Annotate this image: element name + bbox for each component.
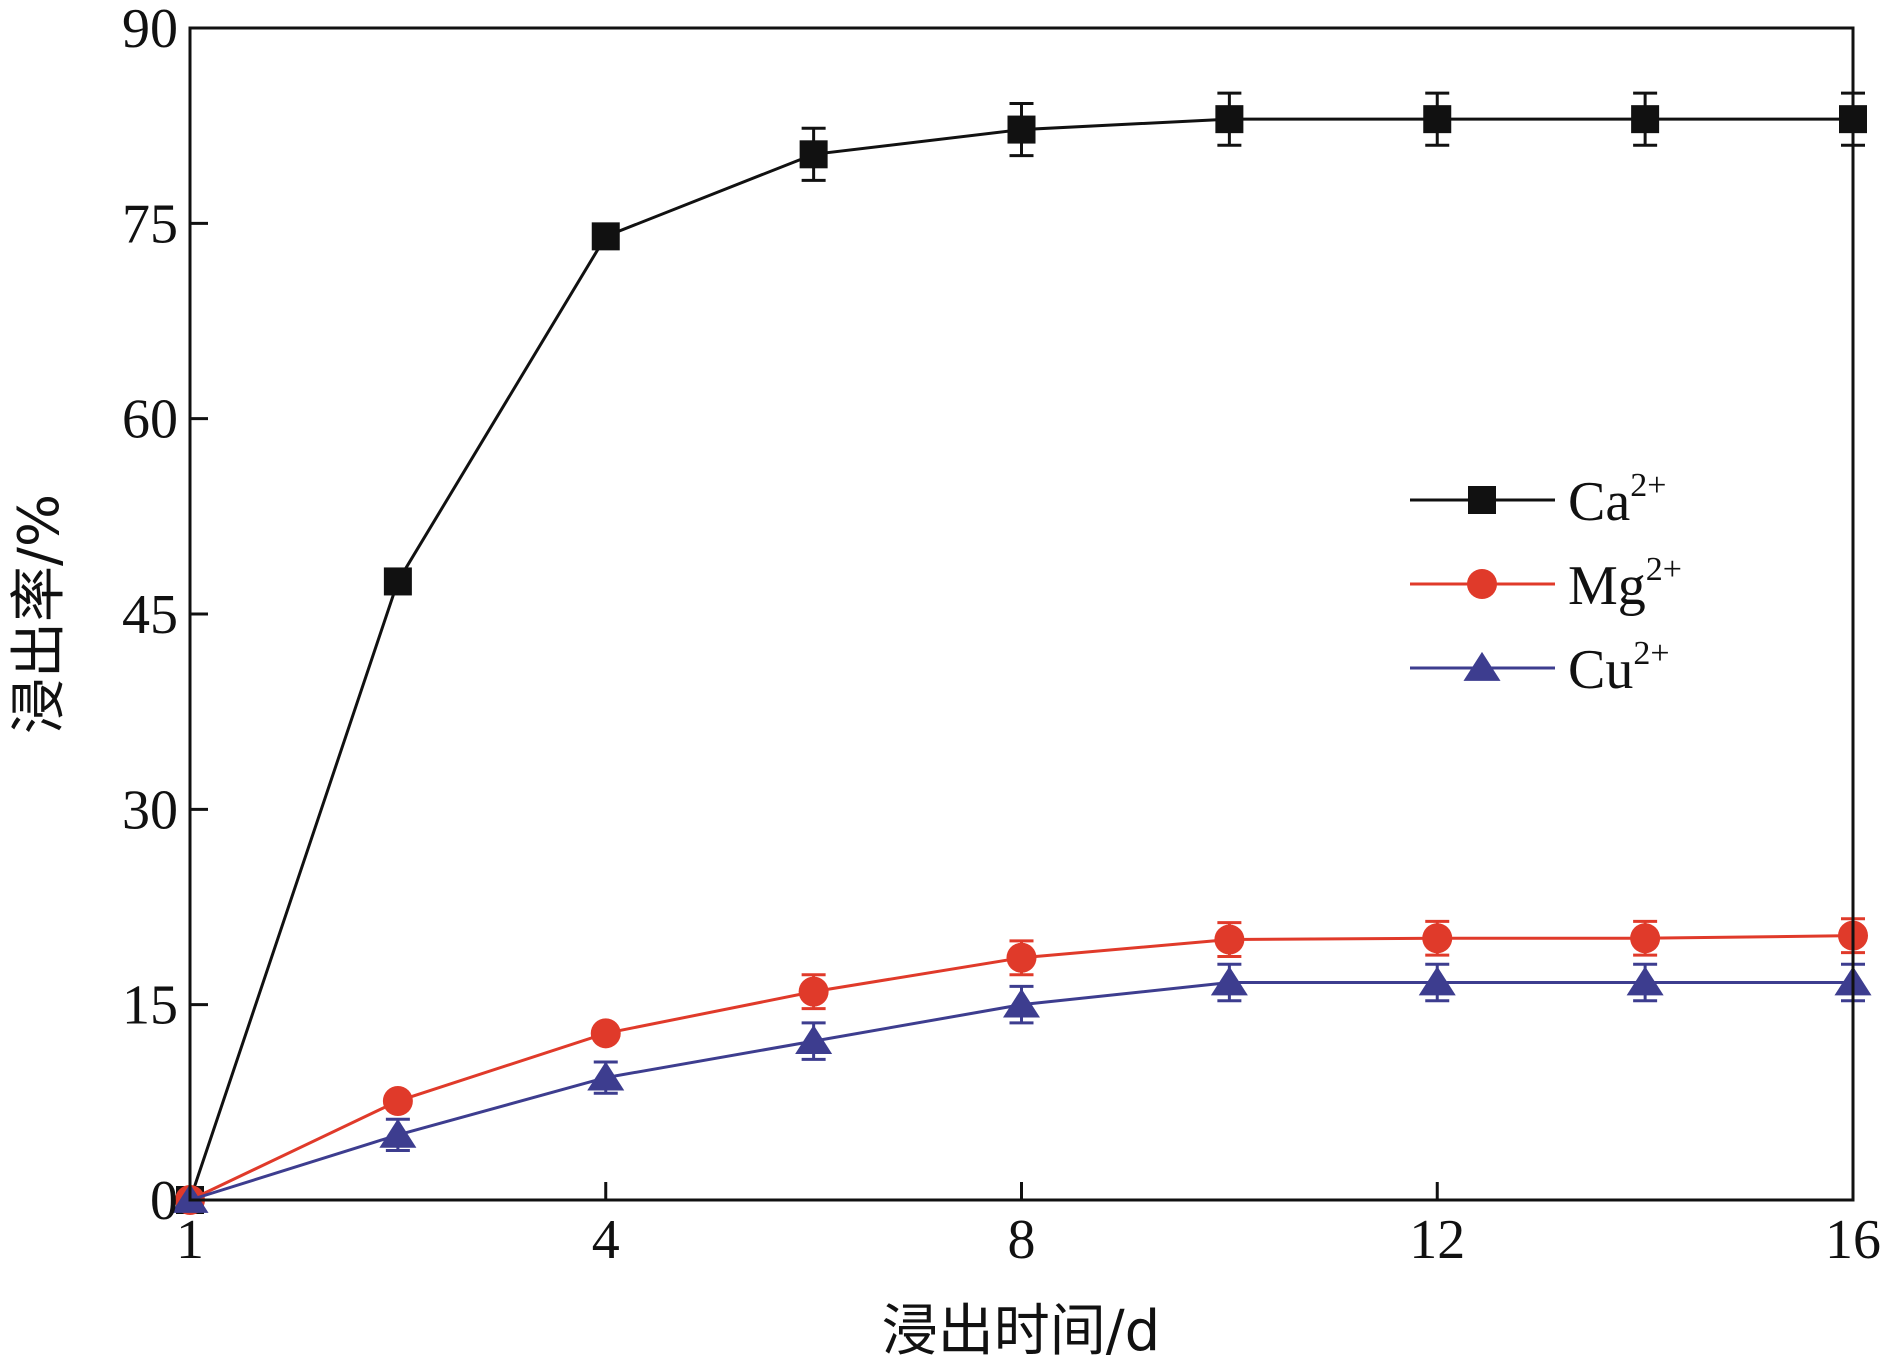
y-tick-label-6: 90 — [122, 0, 178, 60]
y-tick-label-4: 60 — [122, 389, 178, 451]
point-cu-7 — [1626, 966, 1664, 996]
x-tick-label-1: 4 — [592, 1209, 620, 1271]
point-cu-4 — [1002, 988, 1041, 1018]
x-tick-label-0: 1 — [176, 1209, 204, 1271]
point-mg-2 — [590, 1018, 621, 1049]
series-mg — [175, 917, 1868, 1215]
point-ca-5 — [1215, 105, 1244, 134]
point-cu-3 — [795, 1025, 833, 1055]
series-layer — [171, 91, 1872, 1215]
legend: Ca2+ Mg2+ Cu2+ — [1410, 467, 1682, 701]
series-cu — [171, 962, 1872, 1213]
point-ca-4 — [1007, 115, 1036, 144]
x-tick-label-3: 12 — [1409, 1209, 1465, 1271]
legend-marker-mg — [1467, 569, 1497, 599]
point-cu-6 — [1418, 966, 1456, 996]
legend-marker-ca — [1468, 486, 1496, 514]
point-cu-2 — [587, 1061, 625, 1091]
point-cu-5 — [1210, 966, 1248, 996]
x-tick-label-2: 8 — [1008, 1209, 1036, 1271]
legend-marker-cu — [1463, 651, 1501, 681]
point-mg-4 — [1006, 942, 1037, 973]
point-mg-7 — [1630, 923, 1661, 954]
y-axis-title: 浸出率/% — [7, 494, 72, 734]
point-mg-3 — [798, 976, 829, 1007]
legend-label-ca: Ca2+ — [1568, 467, 1666, 533]
point-ca-1 — [383, 567, 412, 596]
legend-label-mg: Mg2+ — [1568, 551, 1682, 617]
point-mg-5 — [1214, 924, 1245, 955]
y-tick-label-1: 15 — [122, 975, 178, 1037]
y-tick-label-5: 75 — [122, 193, 178, 255]
x-axis-title: 浸出时间/d — [882, 1299, 1160, 1364]
y-tick-label-0: 0 — [150, 1170, 178, 1232]
x-tick-label-4: 16 — [1825, 1209, 1881, 1271]
point-ca-2 — [591, 222, 620, 251]
point-mg-6 — [1422, 923, 1453, 954]
y-tick-label-3: 45 — [122, 584, 178, 646]
point-ca-3 — [799, 140, 828, 169]
axis-layer: 0 15 30 45 60 75 90 1 4 8 12 16 — [122, 0, 1881, 1271]
point-ca-6 — [1423, 105, 1452, 134]
point-mg-1 — [382, 1086, 413, 1117]
point-ca-7 — [1631, 105, 1660, 134]
legend-label-cu: Cu2+ — [1568, 635, 1670, 701]
y-tick-label-2: 30 — [122, 779, 178, 841]
point-cu-1 — [379, 1118, 417, 1148]
